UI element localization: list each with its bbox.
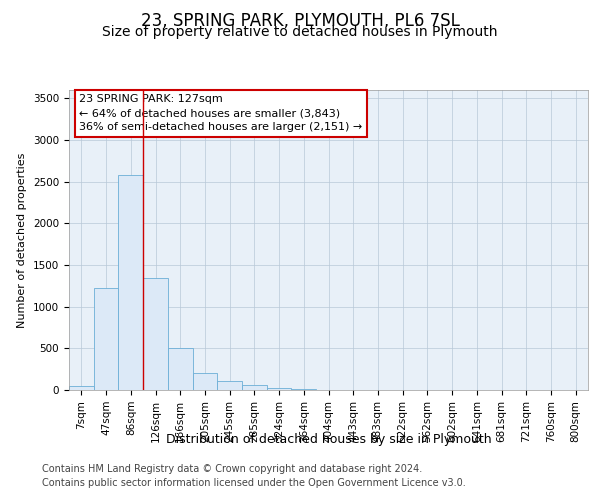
Bar xyxy=(267,388,292,390)
Bar xyxy=(118,175,143,390)
Bar xyxy=(143,278,168,390)
Text: Distribution of detached houses by size in Plymouth: Distribution of detached houses by size … xyxy=(166,432,491,446)
Text: Contains public sector information licensed under the Open Government Licence v3: Contains public sector information licen… xyxy=(42,478,466,488)
Bar xyxy=(292,389,316,390)
Bar xyxy=(69,386,94,390)
Bar xyxy=(193,374,217,390)
Bar xyxy=(242,386,267,390)
Text: 23, SPRING PARK, PLYMOUTH, PL6 7SL: 23, SPRING PARK, PLYMOUTH, PL6 7SL xyxy=(140,12,460,30)
Text: 23 SPRING PARK: 127sqm
← 64% of detached houses are smaller (3,843)
36% of semi-: 23 SPRING PARK: 127sqm ← 64% of detached… xyxy=(79,94,362,132)
Y-axis label: Number of detached properties: Number of detached properties xyxy=(17,152,28,328)
Text: Contains HM Land Registry data © Crown copyright and database right 2024.: Contains HM Land Registry data © Crown c… xyxy=(42,464,422,474)
Bar xyxy=(168,348,193,390)
Bar xyxy=(217,381,242,390)
Bar xyxy=(94,288,118,390)
Text: Size of property relative to detached houses in Plymouth: Size of property relative to detached ho… xyxy=(102,25,498,39)
